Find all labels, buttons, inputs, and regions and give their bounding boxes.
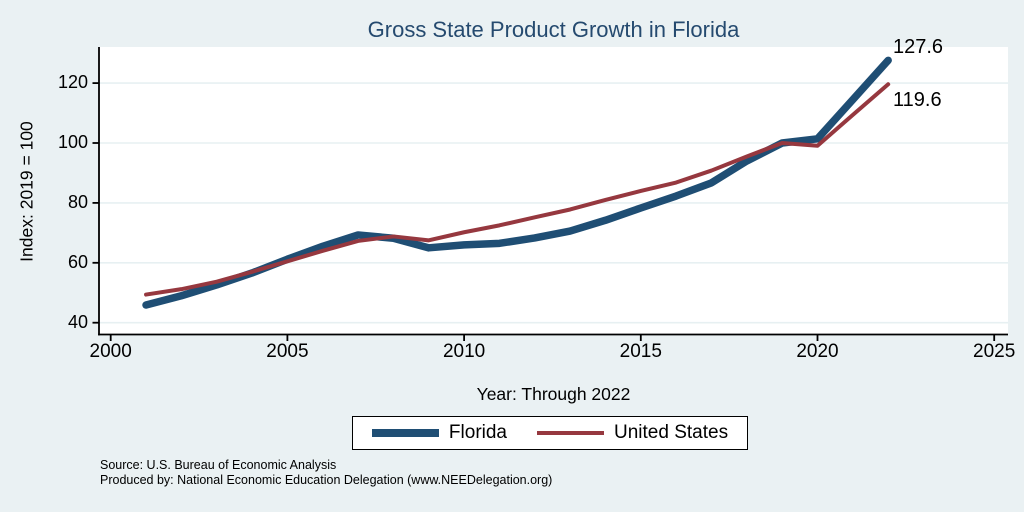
produced-by-line: Produced by: National Economic Education… <box>100 472 553 487</box>
y-tick-label: 100 <box>57 132 88 152</box>
y-axis-title: Index: 2019 = 100 <box>16 121 37 262</box>
x-tick-label: 2010 <box>442 341 486 362</box>
us-line <box>144 82 891 297</box>
x-tick-label: 2005 <box>266 341 309 362</box>
us-end-value-label: 119.6 <box>893 89 942 111</box>
source-note: Source: U.S. Bureau of Economic Analysis… <box>100 458 552 487</box>
chart-title: Gross State Product Growth in Florida <box>367 17 740 42</box>
y-tick-label: 40 <box>67 311 88 332</box>
florida-end-value-label: 127.6 <box>893 36 944 58</box>
y-tick-label: 120 <box>57 72 88 93</box>
legend-item-florida: Florida <box>371 422 507 444</box>
x-tick-label: 2000 <box>89 341 132 362</box>
x-tick-label: 2015 <box>619 341 662 362</box>
x-axis-title: Year: Through 2022 <box>476 384 631 404</box>
florida-line-swatch <box>371 429 439 437</box>
legend-item-united-states: United States <box>537 422 728 444</box>
y-tick-label: 80 <box>67 191 88 212</box>
legend-label-united-states: United States <box>614 422 729 443</box>
x-tick-label: 2025 <box>973 341 1016 362</box>
x-tick-label: 2020 <box>796 341 839 362</box>
legend: Florida United States <box>352 416 748 450</box>
us-line-swatch <box>537 431 604 435</box>
legend-label-florida: Florida <box>448 422 507 443</box>
y-tick-label: 60 <box>67 251 88 272</box>
source-line: Source: U.S. Bureau of Economic Analysis <box>100 458 337 472</box>
